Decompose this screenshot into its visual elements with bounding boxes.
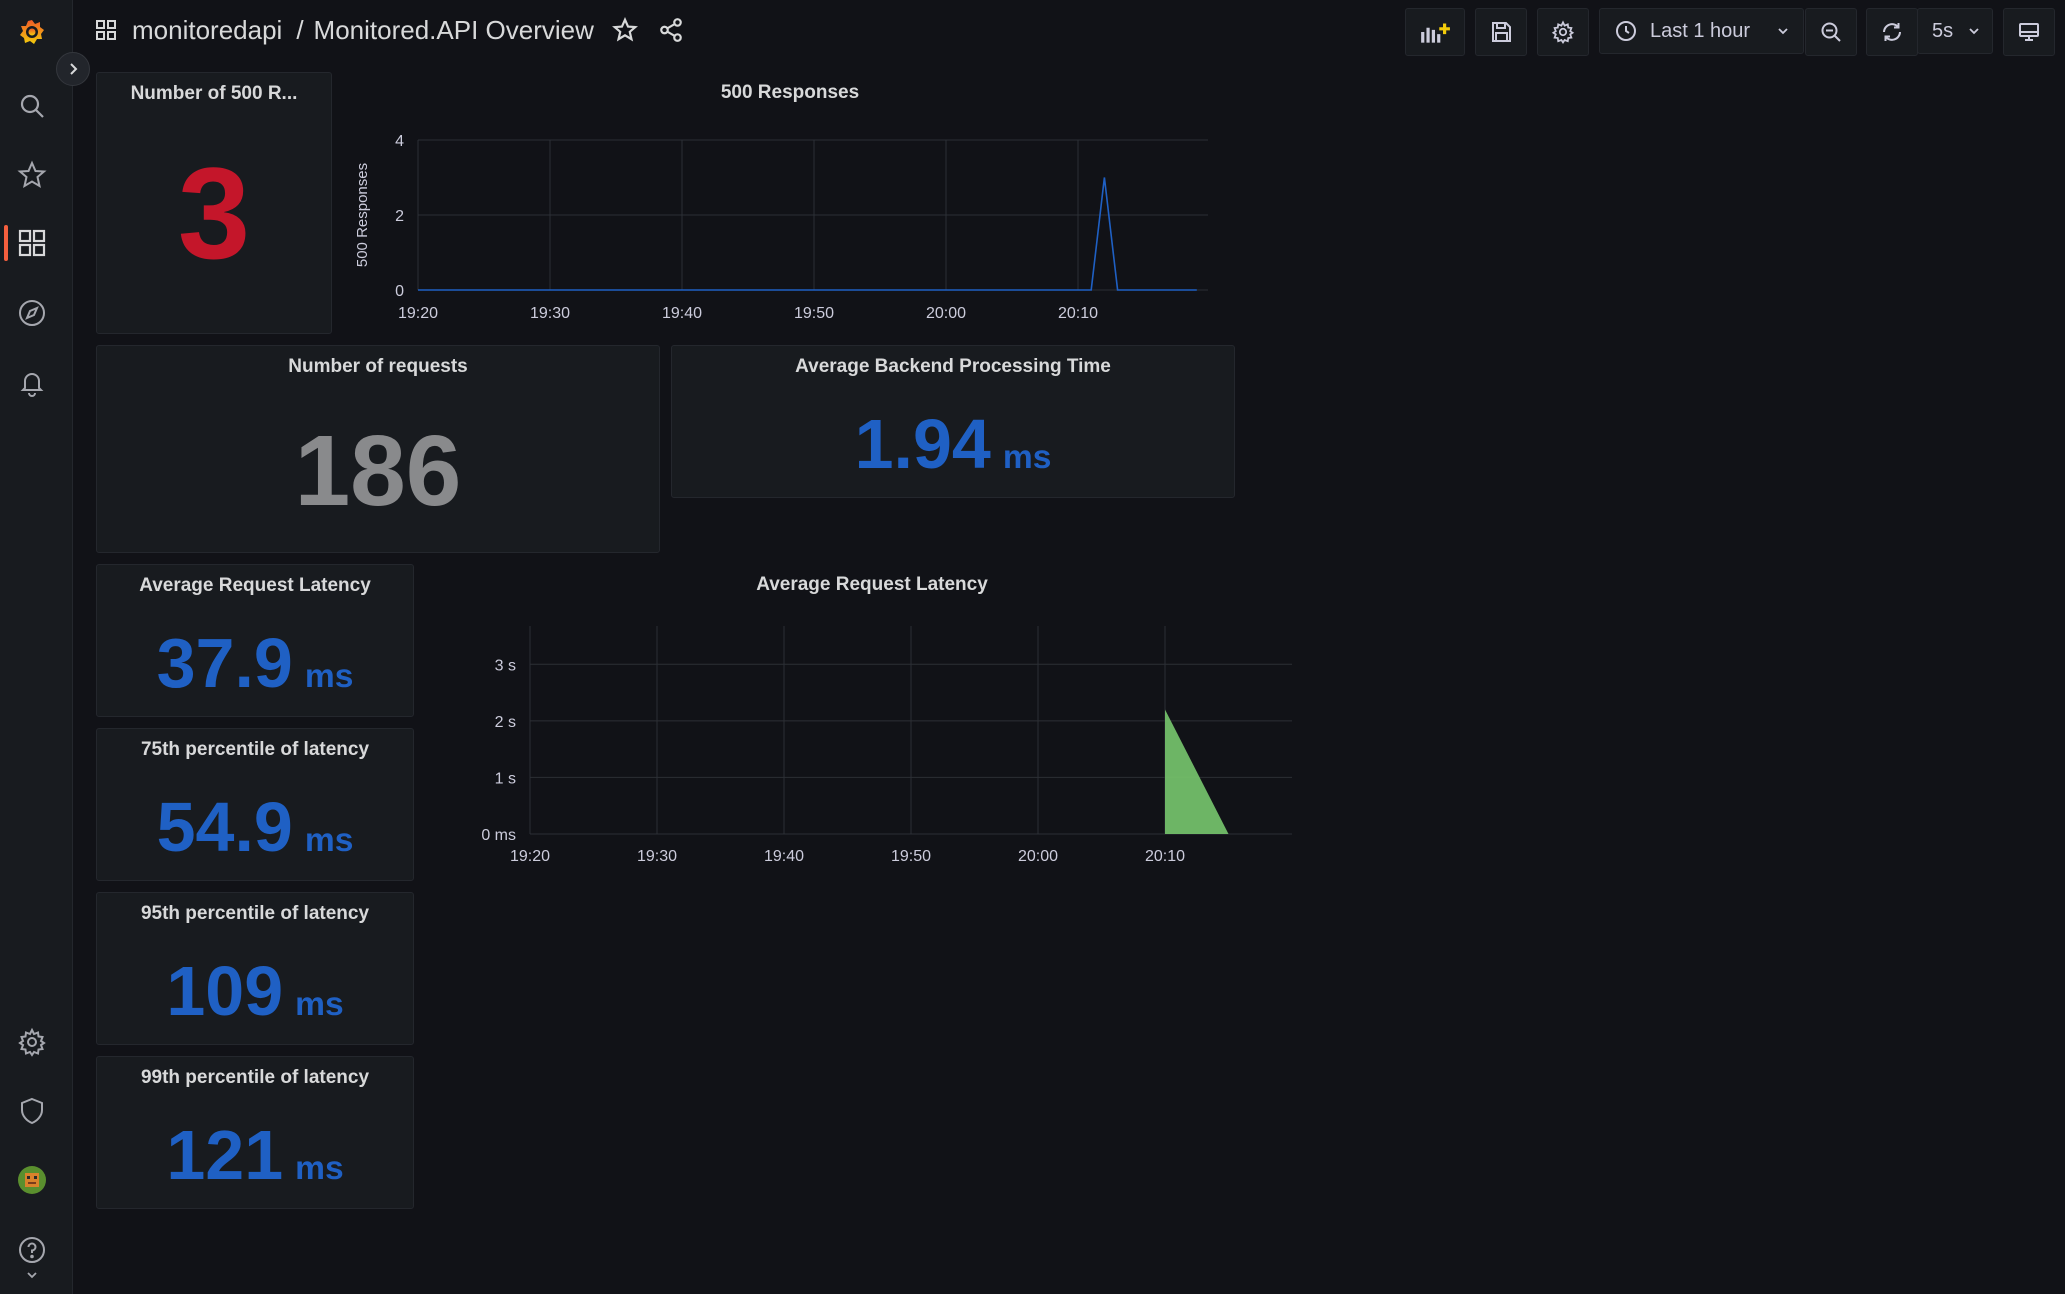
x-tick-label: 20:10 — [1145, 848, 1185, 865]
y-axis-label: 500 Responses — [354, 163, 371, 267]
add-panel-button[interactable] — [1405, 8, 1465, 56]
series-line — [418, 177, 1197, 291]
panel-title: Average Request Latency — [756, 574, 988, 595]
chart-average-request-latency: 0 ms 1 s 2 s 3 s 19:20 19:30 19:40 19:50 20:00 20… — [436, 621, 1292, 869]
explore-icon[interactable] — [14, 295, 50, 331]
save-dashboard-button[interactable] — [1475, 8, 1527, 56]
stat-panel-backend-processing-time[interactable]: Average Backend Processing Time 1.94 ms — [671, 345, 1235, 498]
clock-icon — [1616, 21, 1636, 41]
share-icon[interactable] — [658, 17, 684, 43]
dashboard-title[interactable]: Monitored.API Overview — [313, 14, 594, 45]
breadcrumb: monitoredapi / Monitored.API Overview — [94, 12, 684, 48]
stat-panel-500-count[interactable]: Number of 500 R... 3 — [96, 72, 332, 334]
tv-mode-button[interactable] — [2003, 8, 2055, 56]
graph-panel-average-request-latency[interactable]: Average Request Latency 0 ms 1 s 2 s 3 s 19:… — [422, 564, 1322, 884]
y-tick-label: 0 — [395, 283, 404, 300]
x-tick-label: 19:50 — [891, 848, 931, 865]
chevron-down-icon — [1778, 28, 1788, 35]
server-admin-icon[interactable] — [14, 1093, 50, 1129]
monitor-icon — [2019, 23, 2039, 41]
x-tick-label: 19:40 — [764, 848, 804, 865]
x-tick-label: 20:00 — [926, 305, 966, 322]
stat-value: 37.9 ms — [156, 624, 354, 702]
breadcrumb-separator: / — [296, 14, 304, 45]
dashboard-grid-icon — [96, 20, 116, 40]
graph-panel-500-responses[interactable]: 500 Responses 0 2 4 19:20 19:30 19:40 19:50 20:… — [340, 72, 1240, 332]
stat-panel-p99-latency[interactable]: 99th percentile of latency 121 ms — [96, 1056, 414, 1209]
chart-500-responses: 0 2 4 19:20 19:30 19:40 19:50 20:00 20:10 500 Res… — [354, 133, 1208, 322]
panel-title: Average Request Latency — [139, 575, 371, 596]
configuration-icon[interactable] — [14, 1024, 50, 1060]
star-icon[interactable] — [611, 17, 638, 43]
y-tick-label: 1 s — [495, 770, 516, 787]
help-icon[interactable] — [14, 1232, 50, 1268]
stat-value: 54.9 ms — [156, 788, 354, 866]
panel-title: Number of 500 R... — [130, 83, 298, 104]
gear-icon — [1551, 20, 1575, 44]
add-panel-icon — [1421, 23, 1450, 43]
folder-link[interactable]: monitoredapi — [132, 14, 283, 45]
x-tick-label: 19:30 — [530, 305, 570, 322]
time-range-label: Last 1 hour — [1650, 19, 1751, 42]
x-tick-label: 19:30 — [637, 848, 677, 865]
refresh-button[interactable] — [1866, 8, 1918, 56]
x-tick-label: 19:20 — [510, 848, 550, 865]
x-tick-label: 19:20 — [398, 305, 438, 322]
alerting-icon[interactable] — [14, 364, 50, 400]
stat-value: 109 ms — [166, 952, 344, 1030]
panel-title: 95th percentile of latency — [140, 903, 370, 924]
dashboard-settings-button[interactable] — [1537, 8, 1589, 56]
top-navbar: monitoredapi / Monitored.API Overview La… — [72, 0, 2065, 62]
zoom-out-icon — [1821, 22, 1841, 42]
avatar[interactable] — [14, 1162, 50, 1198]
time-picker-button[interactable]: Last 1 hour — [1599, 8, 1804, 54]
starred-icon[interactable] — [14, 157, 50, 193]
series-area — [1165, 709, 1229, 834]
sidebar — [0, 0, 73, 1294]
save-icon — [1492, 22, 1511, 42]
panel-title: 75th percentile of latency — [140, 739, 370, 760]
panel-title: Number of requests — [288, 356, 468, 377]
refresh-interval-picker[interactable]: 5s — [1917, 8, 1993, 54]
y-tick-label: 2 s — [495, 714, 516, 731]
x-tick-label: 20:00 — [1018, 848, 1058, 865]
grafana-logo[interactable] — [14, 14, 50, 50]
y-tick-label: 3 s — [495, 657, 516, 674]
stat-panel-p95-latency[interactable]: 95th percentile of latency 109 ms — [96, 892, 414, 1045]
y-tick-label: 2 — [395, 208, 404, 225]
refresh-interval-label: 5s — [1932, 19, 1954, 42]
search-icon[interactable] — [14, 88, 50, 124]
stat-panel-average-request-latency[interactable]: Average Request Latency 37.9 ms — [96, 564, 414, 717]
y-tick-label: 0 ms — [481, 827, 516, 844]
stat-panel-p75-latency[interactable]: 75th percentile of latency 54.9 ms — [96, 728, 414, 881]
x-tick-label: 20:10 — [1058, 305, 1098, 322]
active-indicator — [4, 225, 8, 261]
panel-title: Average Backend Processing Time — [795, 356, 1111, 377]
panel-title: 500 Responses — [720, 82, 860, 103]
panel-title: 99th percentile of latency — [140, 1067, 370, 1088]
dashboards-icon[interactable] — [14, 225, 50, 261]
y-axis-label: Average Request Time (Milliseconds) — [436, 621, 453, 869]
x-tick-label: 19:40 — [662, 305, 702, 322]
stat-panel-number-of-requests[interactable]: Number of requests 186 — [96, 345, 660, 553]
expand-sidebar-button[interactable] — [56, 52, 90, 86]
chevron-down-icon — [1969, 28, 1979, 35]
stat-value: 1.94 ms — [854, 405, 1052, 483]
chevron-down-icon[interactable] — [26, 1268, 38, 1280]
refresh-icon — [1883, 23, 1901, 41]
stat-value: 121 ms — [166, 1116, 344, 1194]
y-tick-label: 4 — [395, 133, 404, 150]
zoom-out-button[interactable] — [1805, 8, 1857, 56]
x-tick-label: 19:50 — [794, 305, 834, 322]
